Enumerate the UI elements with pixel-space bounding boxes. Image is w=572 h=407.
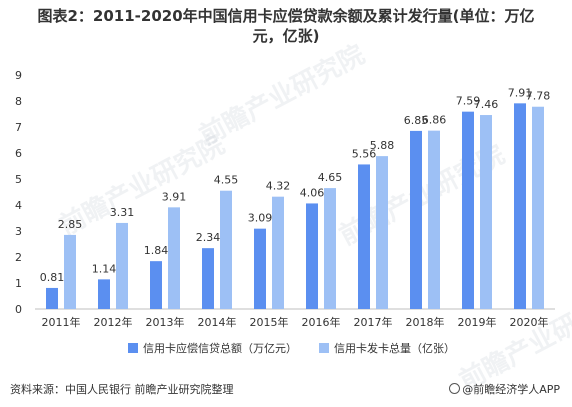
data-label-cards-issued: 3.91: [162, 190, 187, 203]
source-note: 资料来源：中国人民银行 前瞻产业研究院整理: [10, 383, 234, 396]
bar-cards-issued: [168, 207, 180, 309]
bar-credit-balance: [514, 103, 526, 309]
bar-cards-issued: [480, 115, 492, 309]
x-tick-label: 2017年: [354, 315, 393, 329]
bar-credit-balance: [358, 164, 370, 309]
x-tick-label: 2020年: [510, 315, 549, 329]
data-label-cards-issued: 4.65: [318, 171, 343, 184]
data-label-cards-issued: 2.85: [58, 218, 83, 231]
data-label-credit-balance: 6.85: [404, 114, 429, 127]
legend-label-cards-issued: 信用卡发卡总量（亿张）: [334, 341, 455, 355]
data-label-credit-balance: 7.91: [508, 86, 533, 99]
data-label-cards-issued: 7.78: [526, 90, 551, 103]
bar-credit-balance: [202, 248, 214, 309]
legend-swatch-credit-balance: [128, 343, 138, 353]
x-tick-label: 2015年: [250, 315, 289, 329]
data-label-credit-balance: 1.84: [144, 244, 169, 257]
bar-credit-balance: [462, 111, 474, 309]
y-tick-label: 4: [15, 199, 22, 212]
data-label-credit-balance: 1.14: [92, 262, 117, 275]
brand-credit-text: @前瞻经济学人APP: [462, 383, 560, 396]
y-tick-label: 6: [15, 147, 22, 160]
chart-title: 图表2：2011-2020年中国信用卡应偿贷款余额及累计发行量(单位：万亿 元，…: [0, 6, 572, 46]
x-tick-label: 2014年: [198, 315, 237, 329]
y-tick-label: 0: [15, 303, 22, 316]
y-tick-label: 7: [15, 121, 22, 134]
y-tick-label: 2: [15, 251, 22, 264]
chart-title-line-2: 元，亿张): [252, 27, 320, 45]
y-tick-label: 1: [15, 277, 22, 290]
legend-swatch-cards-issued: [319, 343, 329, 353]
x-tick-label: 2011年: [42, 315, 81, 329]
data-label-cards-issued: 3.31: [110, 206, 135, 219]
data-label-cards-issued: 7.46: [474, 98, 499, 111]
y-tick-label: 5: [15, 173, 22, 186]
data-label-credit-balance: 7.59: [456, 95, 481, 108]
brand-credit: @前瞻经济学人APP: [449, 381, 560, 397]
bar-cards-issued: [532, 106, 544, 309]
bar-credit-balance: [410, 130, 422, 309]
bar-cards-issued: [220, 190, 232, 309]
x-tick-label: 2012年: [94, 315, 133, 329]
bar-credit-balance: [150, 261, 162, 309]
x-tick-label: 2018年: [406, 315, 445, 329]
y-tick-label: 9: [15, 69, 22, 82]
y-tick-label: 3: [15, 225, 22, 238]
data-label-credit-balance: 3.09: [248, 212, 273, 225]
bar-cards-issued: [324, 188, 336, 309]
x-tick-label: 2019年: [458, 315, 497, 329]
data-label-credit-balance: 0.81: [40, 271, 65, 284]
data-label-cards-issued: 6.86: [422, 114, 447, 127]
data-label-cards-issued: 4.32: [266, 180, 291, 193]
bar-credit-balance: [306, 203, 318, 309]
bar-cards-issued: [116, 222, 128, 309]
bar-credit-balance: [254, 228, 266, 309]
chart-title-line-1: 图表2：2011-2020年中国信用卡应偿贷款余额及累计发行量(单位：万亿: [37, 7, 535, 25]
y-tick-label: 8: [15, 95, 22, 108]
data-label-cards-issued: 4.55: [214, 174, 239, 187]
bar-credit-balance: [46, 287, 58, 309]
data-label-credit-balance: 4.06: [300, 186, 325, 199]
bar-cards-issued: [64, 234, 76, 309]
bar-credit-balance: [98, 279, 110, 309]
data-label-credit-balance: 2.34: [196, 231, 221, 244]
data-label-cards-issued: 5.88: [370, 139, 395, 152]
data-label-credit-balance: 5.56: [352, 147, 377, 160]
bar-cards-issued: [376, 156, 388, 309]
bar-cards-issued: [428, 130, 440, 309]
x-tick-label: 2016年: [302, 315, 341, 329]
x-tick-label: 2013年: [146, 315, 185, 329]
legend-label-credit-balance: 信用卡应偿信贷总额（万亿元）: [143, 341, 297, 355]
bar-cards-issued: [272, 196, 284, 309]
brand-logo-icon: [449, 383, 461, 394]
